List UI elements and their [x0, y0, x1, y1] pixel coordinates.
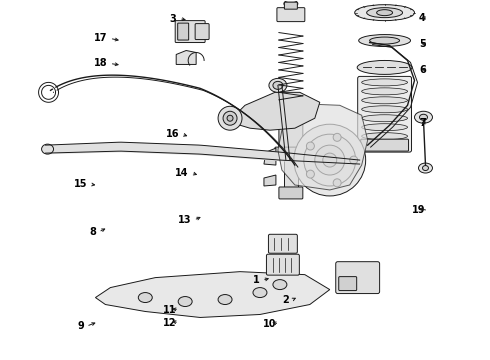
- Ellipse shape: [294, 124, 366, 196]
- Ellipse shape: [218, 106, 242, 130]
- Ellipse shape: [362, 133, 408, 140]
- Ellipse shape: [284, 0, 298, 7]
- FancyBboxPatch shape: [269, 234, 297, 253]
- FancyBboxPatch shape: [339, 276, 357, 291]
- Ellipse shape: [357, 60, 412, 75]
- FancyBboxPatch shape: [178, 23, 189, 40]
- Ellipse shape: [352, 158, 364, 166]
- Ellipse shape: [362, 115, 408, 122]
- Ellipse shape: [422, 166, 428, 171]
- Text: 1: 1: [253, 275, 260, 285]
- Polygon shape: [96, 272, 330, 318]
- Ellipse shape: [350, 156, 358, 164]
- Text: 16: 16: [166, 129, 179, 139]
- Polygon shape: [176, 50, 196, 64]
- Ellipse shape: [377, 10, 392, 15]
- Ellipse shape: [362, 79, 408, 86]
- Polygon shape: [278, 104, 368, 190]
- Ellipse shape: [42, 144, 53, 154]
- Ellipse shape: [415, 111, 433, 123]
- Text: 12: 12: [163, 318, 176, 328]
- Text: 6: 6: [419, 64, 426, 75]
- Text: 14: 14: [175, 168, 189, 178]
- FancyBboxPatch shape: [275, 147, 307, 157]
- Text: 19: 19: [412, 206, 426, 216]
- FancyBboxPatch shape: [361, 139, 409, 151]
- Ellipse shape: [333, 179, 341, 187]
- Ellipse shape: [359, 35, 411, 46]
- Bar: [284, 154, 298, 190]
- Text: 5: 5: [419, 39, 426, 49]
- Polygon shape: [264, 148, 276, 165]
- Polygon shape: [230, 92, 320, 130]
- Ellipse shape: [306, 142, 315, 150]
- Ellipse shape: [362, 106, 408, 113]
- Ellipse shape: [138, 293, 152, 302]
- Ellipse shape: [227, 115, 233, 121]
- Ellipse shape: [253, 288, 267, 298]
- Ellipse shape: [418, 163, 433, 173]
- FancyBboxPatch shape: [281, 93, 301, 123]
- Ellipse shape: [355, 5, 415, 21]
- Ellipse shape: [304, 134, 356, 186]
- FancyBboxPatch shape: [277, 8, 305, 22]
- Ellipse shape: [369, 37, 399, 44]
- Ellipse shape: [269, 78, 287, 92]
- Text: 11: 11: [163, 305, 176, 315]
- Ellipse shape: [367, 8, 403, 18]
- Ellipse shape: [362, 124, 408, 131]
- Text: 15: 15: [74, 179, 88, 189]
- Text: 10: 10: [263, 319, 277, 329]
- FancyBboxPatch shape: [358, 76, 412, 152]
- Ellipse shape: [419, 114, 427, 120]
- Text: 17: 17: [94, 33, 107, 43]
- Text: 13: 13: [178, 215, 191, 225]
- Ellipse shape: [273, 280, 287, 289]
- Ellipse shape: [223, 111, 237, 125]
- FancyBboxPatch shape: [279, 119, 303, 151]
- Polygon shape: [264, 175, 276, 186]
- FancyBboxPatch shape: [267, 254, 299, 275]
- FancyBboxPatch shape: [175, 21, 205, 42]
- FancyBboxPatch shape: [284, 2, 297, 9]
- Text: 7: 7: [419, 118, 426, 128]
- Ellipse shape: [306, 170, 315, 178]
- Ellipse shape: [323, 153, 337, 167]
- Ellipse shape: [362, 88, 408, 95]
- Ellipse shape: [362, 97, 408, 104]
- Text: 4: 4: [419, 13, 426, 23]
- Ellipse shape: [315, 145, 345, 175]
- Text: 8: 8: [89, 227, 96, 237]
- Ellipse shape: [273, 81, 283, 89]
- Ellipse shape: [333, 133, 341, 141]
- Ellipse shape: [218, 294, 232, 305]
- Text: 18: 18: [94, 58, 107, 68]
- FancyBboxPatch shape: [195, 24, 209, 40]
- Ellipse shape: [178, 297, 192, 306]
- FancyBboxPatch shape: [279, 187, 303, 199]
- Text: 3: 3: [170, 14, 176, 24]
- FancyBboxPatch shape: [336, 262, 380, 293]
- Text: 9: 9: [77, 321, 84, 331]
- Text: 2: 2: [282, 295, 289, 305]
